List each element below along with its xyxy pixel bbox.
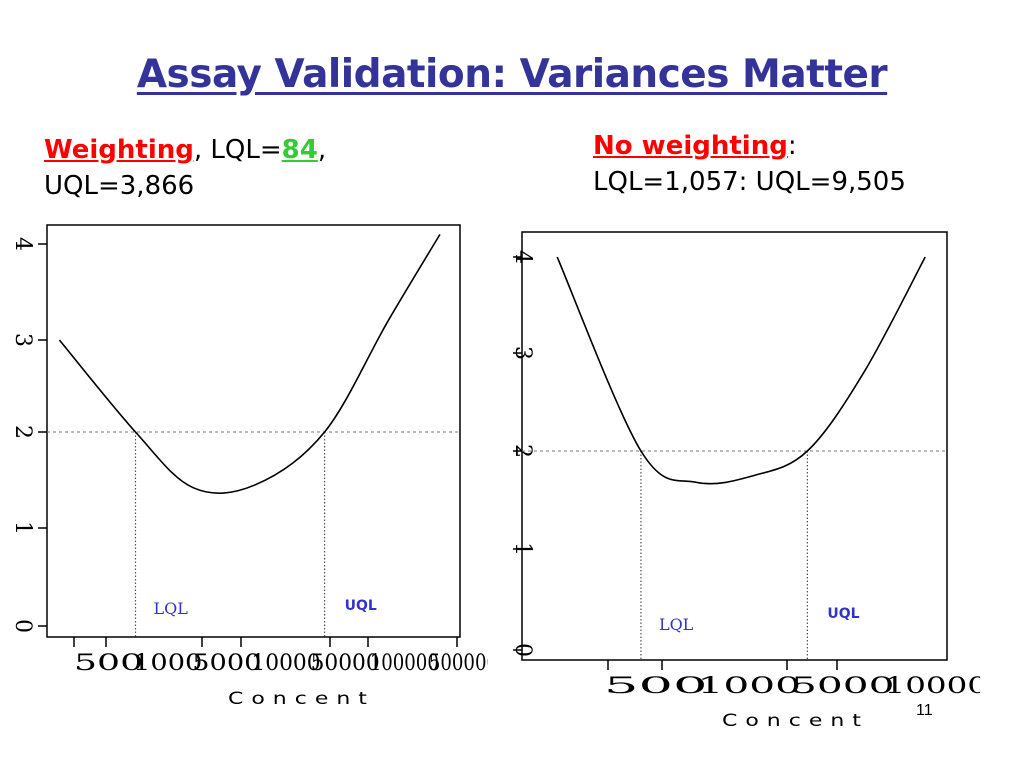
series-line xyxy=(58,233,441,494)
uql-text: UQL=3,866 xyxy=(44,171,195,201)
x-tick-label: 50000 xyxy=(311,651,380,676)
x-tick-label: 500 xyxy=(604,674,708,699)
lql-suffix: , xyxy=(317,135,327,165)
x-tick-label: 5000 xyxy=(791,674,895,699)
left-caption: Weighting, LQL=84, UQL=3,866 xyxy=(44,132,326,204)
weighting-highlight: Weighting xyxy=(44,135,194,165)
lql-prefix: , LQL= xyxy=(193,135,282,165)
x-tick-label: 1000 xyxy=(698,674,802,699)
slide-title: Assay Validation: Variances Matter xyxy=(136,52,888,97)
x-axis-label: Concent xyxy=(228,689,375,709)
x-tick-label: 500 xyxy=(74,651,143,676)
y-tick-label: 0 xyxy=(510,643,535,657)
x-axis-label: Concent xyxy=(722,711,869,731)
series-line xyxy=(556,256,926,485)
lql-label: LQL xyxy=(153,599,188,618)
plot-frame xyxy=(521,231,948,661)
x-tick-label: 100000 xyxy=(370,651,439,676)
y-tick-label: 3 xyxy=(10,333,35,347)
y-tick-label: 1 xyxy=(510,542,535,556)
x-tick-label: 5000 xyxy=(192,651,261,676)
slide-number: 11 xyxy=(916,702,933,719)
y-tick-label: 1 xyxy=(10,521,35,535)
y-tick-label: 0 xyxy=(10,619,35,633)
left-caption-line1: Weighting, LQL=84, xyxy=(44,132,326,168)
right-caption: No weighting: LQL=1,057: UQL=9,505 xyxy=(593,128,906,200)
lql-label: LQL xyxy=(659,615,694,634)
y-tick-label: 4 xyxy=(510,250,535,264)
y-tick-label: 4 xyxy=(10,237,35,251)
plot-frame xyxy=(46,224,461,638)
quantitation-limits-text: LQL=1,057: UQL=9,505 xyxy=(593,167,906,197)
x-tick-label: 10000 xyxy=(251,651,320,676)
right-caption-line1: No weighting: xyxy=(593,128,906,164)
x-tick-label: 10000 xyxy=(885,674,989,699)
no-weighting-highlight: No weighting xyxy=(593,131,788,161)
x-tick-label: 1000 xyxy=(133,651,202,676)
y-tick-label: 2 xyxy=(10,425,35,439)
uql-label: UQL xyxy=(345,598,377,614)
no-weighting-colon: : xyxy=(787,131,797,161)
x-tick-label: 500000 xyxy=(429,651,498,676)
lql-value: 84 xyxy=(281,135,318,165)
y-tick-label: 3 xyxy=(510,346,535,360)
uql-label: UQL xyxy=(827,606,859,622)
